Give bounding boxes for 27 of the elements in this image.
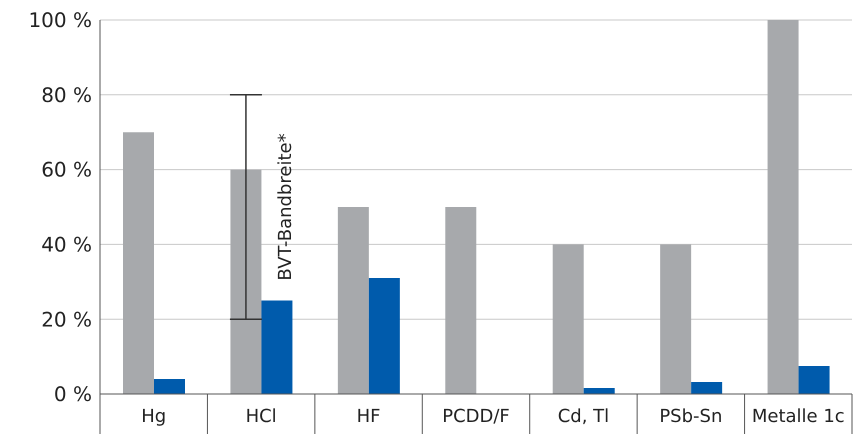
y-tick-label: 80 % <box>41 82 92 107</box>
bar <box>338 207 369 394</box>
annotation: BVT-Bandbreite* <box>275 133 296 281</box>
bar <box>154 379 185 394</box>
bar <box>691 382 722 394</box>
y-tick-label: 100 % <box>28 8 92 32</box>
x-tick-label: HCl <box>246 406 277 427</box>
bar <box>261 300 292 394</box>
bar <box>768 20 799 394</box>
y-tick-label: 40 % <box>41 232 92 256</box>
x-tick-label: PSb-Sn <box>659 406 722 427</box>
x-tick-label: Cd, Tl <box>558 406 610 427</box>
bar <box>368 278 400 394</box>
bar <box>552 244 584 394</box>
bar <box>230 170 262 394</box>
y-tick-label: 20 % <box>41 307 92 332</box>
x-tick-label: Hg <box>141 406 166 427</box>
bar <box>660 244 692 394</box>
x-tick-label: HF <box>356 406 381 427</box>
x-tick-label: Metalle 1c <box>752 406 845 427</box>
bar <box>123 132 154 394</box>
bar <box>798 366 830 394</box>
y-tick-label: 0 % <box>54 382 92 406</box>
y-tick-label: 60 % <box>41 158 92 182</box>
bar <box>584 388 615 394</box>
bar <box>445 207 476 394</box>
x-tick-label: PCDD/F <box>442 406 510 427</box>
